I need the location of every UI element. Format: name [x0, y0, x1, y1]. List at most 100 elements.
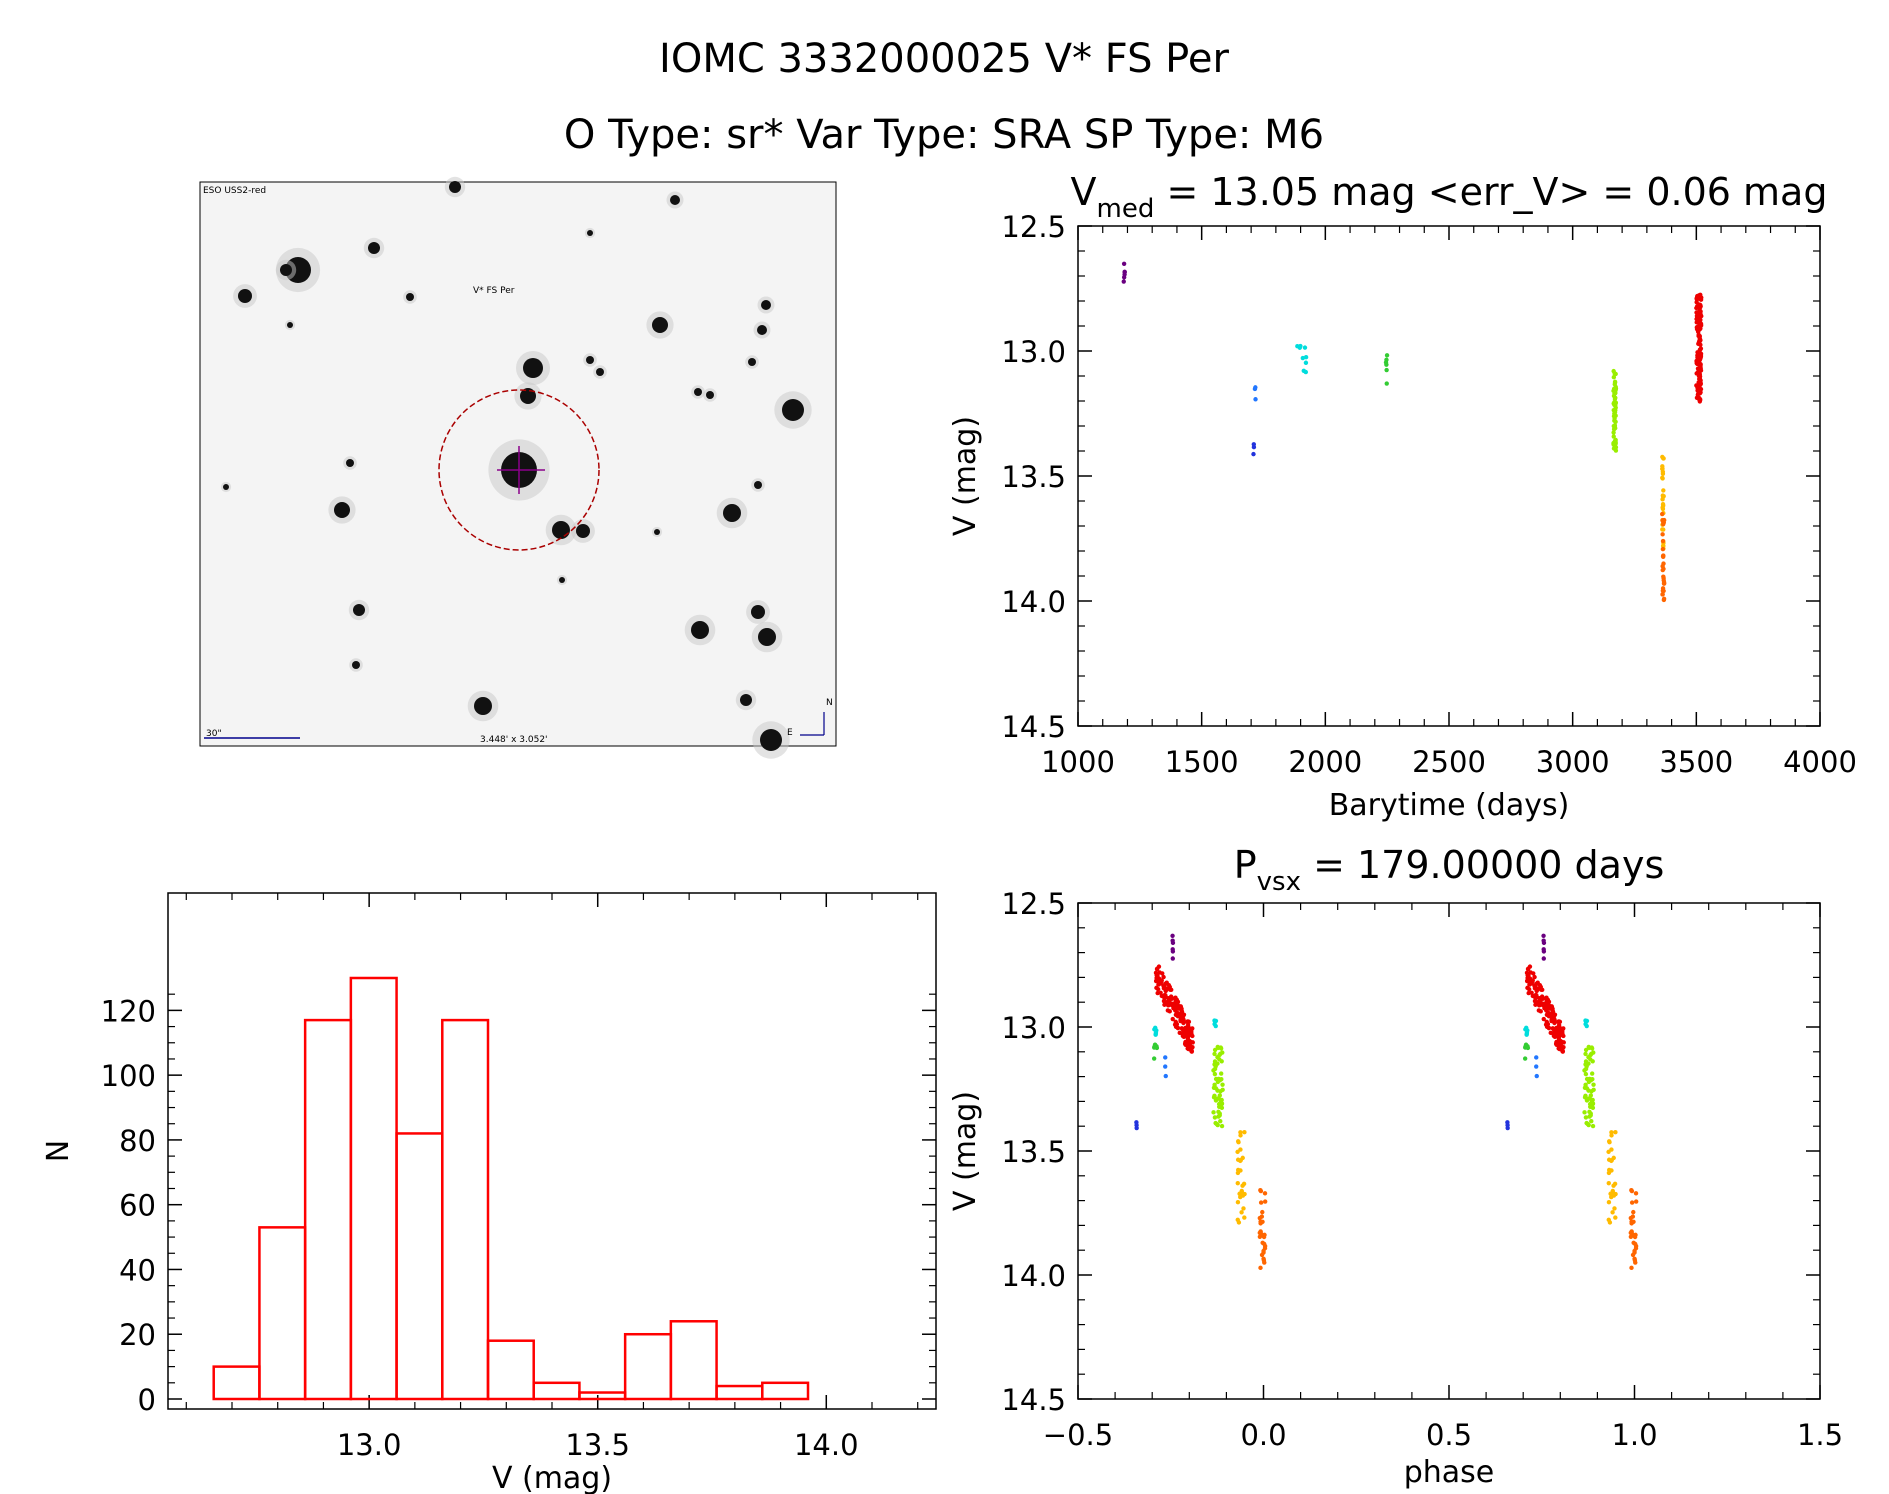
star [694, 388, 702, 396]
data-point [1660, 501, 1666, 507]
data-point [1384, 357, 1389, 362]
data-point [1219, 1059, 1224, 1064]
fov-label: 3.448' x 3.052' [480, 735, 548, 745]
data-point [1632, 1250, 1637, 1255]
data-point [1170, 956, 1175, 961]
star [523, 358, 543, 378]
data-point [1544, 998, 1550, 1003]
scale-label: 30" [206, 729, 222, 739]
data-point [1215, 1044, 1220, 1050]
data-point [1179, 1026, 1184, 1031]
title-rest: = 13.05 mag <err_V> = 0.06 mag [1154, 170, 1827, 214]
star [406, 293, 414, 301]
y-tick-label: 13.0 [1001, 335, 1066, 369]
x-tick-label: 1500 [1165, 745, 1239, 779]
star [723, 504, 741, 522]
data-point [1187, 1030, 1192, 1036]
data-point [1523, 1042, 1529, 1047]
data-point [1610, 1210, 1615, 1215]
data-point [1698, 390, 1703, 395]
data-point [1660, 588, 1666, 593]
y-tick-label: 20 [119, 1318, 156, 1352]
star [760, 729, 782, 751]
data-point [1552, 1012, 1558, 1017]
star [287, 322, 293, 328]
data-point [1253, 397, 1258, 402]
data-point [1189, 1048, 1194, 1054]
hist-bar [349, 976, 398, 1401]
data-point [1660, 454, 1665, 460]
data-point [1215, 1079, 1221, 1085]
x-tick-label: −0.5 [1043, 1418, 1113, 1452]
data-point [1613, 445, 1619, 450]
data-point [1698, 355, 1703, 360]
data-point [1697, 304, 1702, 309]
data-point [1239, 1210, 1244, 1215]
data-point [1697, 296, 1702, 301]
data-point [1546, 1003, 1551, 1009]
x-tick-label: 1000 [1041, 745, 1115, 779]
data-point [1661, 575, 1666, 581]
finder-chart: ESO USS2-red V* FS Per 30" 3.448' x 3.05… [199, 176, 837, 759]
data-point [1215, 1054, 1220, 1060]
data-point [1532, 974, 1537, 980]
data-point [1536, 1008, 1542, 1013]
hist-bar [303, 1018, 353, 1401]
data-point [1613, 1130, 1618, 1135]
star [782, 399, 804, 421]
data-point [1613, 1215, 1618, 1220]
data-point [1660, 466, 1665, 471]
star [748, 358, 756, 366]
hist-bar [395, 1132, 444, 1401]
x-axis-label: Barytime (days) [1329, 788, 1570, 823]
plot-frame [1077, 902, 1821, 1400]
data-point [1220, 1082, 1225, 1087]
data-point [1560, 1048, 1565, 1054]
star [559, 577, 565, 583]
data-point [1522, 1056, 1528, 1061]
data-point [1590, 1059, 1595, 1064]
x-tick-label: 2000 [1288, 745, 1362, 779]
x-tick-label: 3500 [1659, 745, 1733, 779]
data-point [1611, 407, 1616, 413]
data-point [1613, 448, 1619, 453]
y-tick-label: 14.5 [1001, 1383, 1066, 1417]
y-axis-label: V (mag) [948, 416, 983, 536]
y-tick-label: 80 [119, 1124, 156, 1158]
data-point [1631, 1209, 1636, 1215]
data-point [1558, 1030, 1563, 1036]
data-point [1164, 999, 1170, 1005]
data-point [1219, 1123, 1225, 1129]
data-point [1554, 1025, 1559, 1031]
data-point [1235, 1139, 1241, 1144]
x-tick-label: 1.0 [1611, 1418, 1657, 1452]
data-point [1660, 546, 1666, 552]
data-point [1606, 1180, 1611, 1186]
hist-bar [578, 1391, 627, 1401]
data-point [1153, 1032, 1158, 1037]
data-point [1697, 395, 1702, 401]
data-point [1561, 1033, 1566, 1039]
data-point [1154, 977, 1159, 983]
data-point [1582, 1110, 1587, 1115]
hist-bar [532, 1381, 581, 1401]
data-point [1589, 1118, 1594, 1124]
star [654, 529, 660, 535]
x-tick-label: 13.5 [565, 1428, 630, 1462]
data-point [1629, 1231, 1635, 1237]
data-point [1384, 367, 1389, 373]
data-point [1629, 1188, 1634, 1193]
data-point [1541, 1016, 1546, 1022]
data-point [1152, 1042, 1158, 1047]
title-main: P [1234, 843, 1257, 887]
north-label: N [826, 698, 833, 708]
title-subscript: med [1097, 194, 1155, 224]
aperture-circle [438, 389, 600, 551]
page-title: IOMC 3332000025 V* FS Per [659, 36, 1229, 82]
star [652, 317, 668, 333]
data-point [1660, 538, 1666, 544]
x-axis-label: phase [1404, 1455, 1495, 1490]
data-point [1170, 933, 1175, 939]
data-point [1384, 353, 1390, 358]
